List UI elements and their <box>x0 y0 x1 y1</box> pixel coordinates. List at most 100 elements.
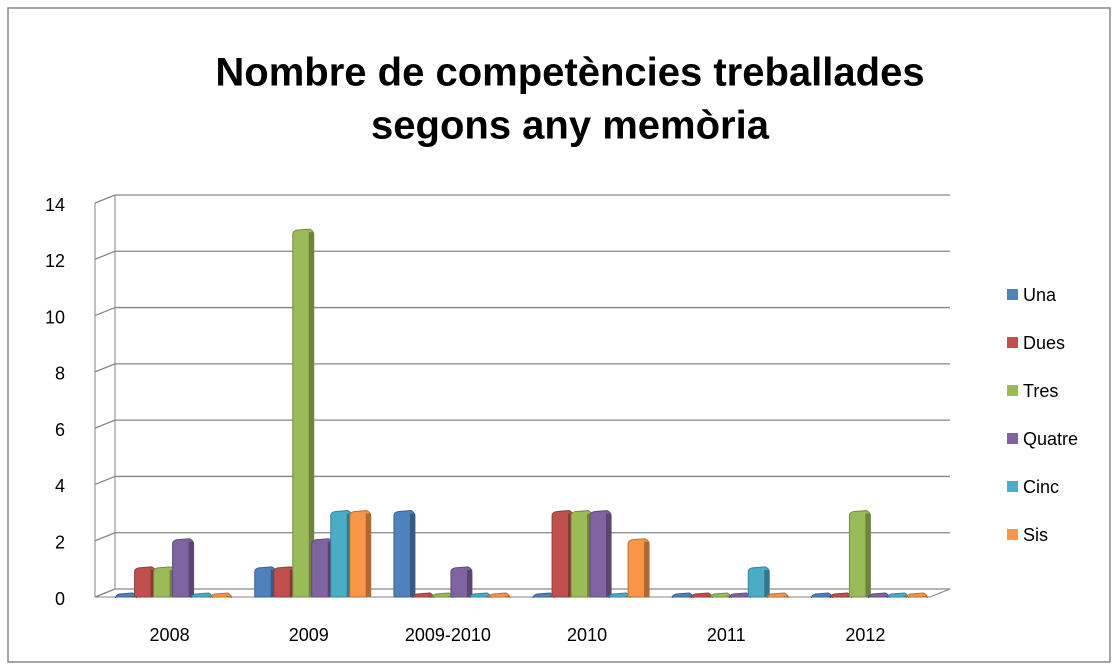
y-tick-label: 10 <box>45 307 65 327</box>
y-tick-label: 6 <box>55 420 65 440</box>
bar <box>210 592 233 599</box>
bar <box>551 510 574 598</box>
bar <box>608 592 631 599</box>
bar-side <box>504 596 510 597</box>
bar <box>709 592 732 599</box>
bar-body <box>690 592 713 599</box>
bar-side <box>226 596 232 597</box>
tick-mark <box>94 419 116 429</box>
tick-mark <box>94 250 116 260</box>
bar <box>848 510 871 598</box>
bar-body <box>886 592 909 599</box>
bar-side <box>188 541 194 597</box>
legend-label: Quatre <box>1023 429 1078 449</box>
bar-body <box>766 592 789 599</box>
legend-swatch <box>1007 385 1018 396</box>
tick-mark <box>94 363 116 373</box>
bar-body <box>905 592 928 599</box>
bar <box>570 510 593 598</box>
y-tick-label: 4 <box>55 476 65 496</box>
x-tick-label: 2011 <box>707 625 746 645</box>
y-tick-label: 0 <box>55 589 65 609</box>
bar <box>747 566 770 598</box>
tick-mark <box>94 306 116 317</box>
bar-side <box>466 569 472 597</box>
y-tick-label: 14 <box>45 195 65 215</box>
bar-side <box>365 513 371 597</box>
tick-mark <box>94 475 116 486</box>
legend-label: Tres <box>1023 381 1058 401</box>
bar <box>690 592 713 599</box>
chart-title: Nombre de competències treballades <box>215 51 924 95</box>
bar <box>191 592 214 599</box>
bar-side <box>409 513 415 597</box>
x-tick-label: 2012 <box>845 625 885 645</box>
bar <box>292 228 315 598</box>
bar-body <box>867 592 890 599</box>
bar <box>829 592 852 599</box>
x-tick-label: 2008 <box>150 625 190 645</box>
bar <box>450 566 473 598</box>
bar <box>589 510 612 598</box>
bar <box>469 592 492 599</box>
bar <box>311 538 334 598</box>
bar-body <box>532 592 555 599</box>
bar <box>153 566 176 598</box>
legend-swatch <box>1007 529 1018 540</box>
bar-body <box>115 592 138 599</box>
bar-side <box>922 596 928 597</box>
bar <box>905 592 928 599</box>
bar <box>393 510 416 598</box>
bar <box>886 592 909 599</box>
bar <box>115 592 138 599</box>
bar-body <box>728 592 751 599</box>
bar <box>728 592 751 599</box>
bar-body <box>431 592 454 599</box>
bar <box>766 592 789 599</box>
bar <box>412 592 435 599</box>
legend-swatch <box>1007 433 1018 444</box>
bar-side <box>644 541 650 597</box>
bar <box>431 592 454 599</box>
bar <box>254 566 277 598</box>
bar-body <box>191 592 214 599</box>
x-tick-label: 2009-2010 <box>405 625 491 645</box>
bar <box>488 592 511 599</box>
bar-side <box>865 513 871 597</box>
bar-side <box>606 513 612 597</box>
bar <box>349 510 372 598</box>
tick-mark <box>94 532 116 542</box>
bar-body <box>412 592 435 599</box>
tick-mark <box>94 194 116 204</box>
bar-body <box>608 592 631 599</box>
tick-mark <box>94 588 116 598</box>
y-tick-label: 12 <box>45 251 65 271</box>
bar <box>330 510 353 598</box>
legend-label: Una <box>1023 285 1057 305</box>
legend-swatch <box>1007 337 1018 348</box>
y-tick-label: 8 <box>55 364 65 384</box>
x-tick-label: 2010 <box>567 625 607 645</box>
bar <box>671 592 694 599</box>
bar-side <box>783 596 789 597</box>
bar-body <box>709 592 732 599</box>
bar-side <box>764 569 770 597</box>
x-tick-label: 2009 <box>289 625 329 645</box>
chart-title: segons any memòria <box>371 104 770 148</box>
bar-side <box>308 232 314 597</box>
y-tick-label: 2 <box>55 532 65 552</box>
bar-body <box>671 592 694 599</box>
bar <box>867 592 890 599</box>
bar <box>172 538 195 598</box>
legend-label: Sis <box>1023 525 1048 545</box>
legend-label: Dues <box>1023 333 1065 353</box>
bar-body <box>829 592 852 599</box>
bar-body <box>469 592 492 599</box>
bar-body <box>488 592 511 599</box>
bar-body <box>210 592 233 599</box>
bar <box>273 566 296 598</box>
legend-swatch <box>1007 289 1018 300</box>
bar <box>627 538 650 598</box>
bar <box>810 592 833 599</box>
